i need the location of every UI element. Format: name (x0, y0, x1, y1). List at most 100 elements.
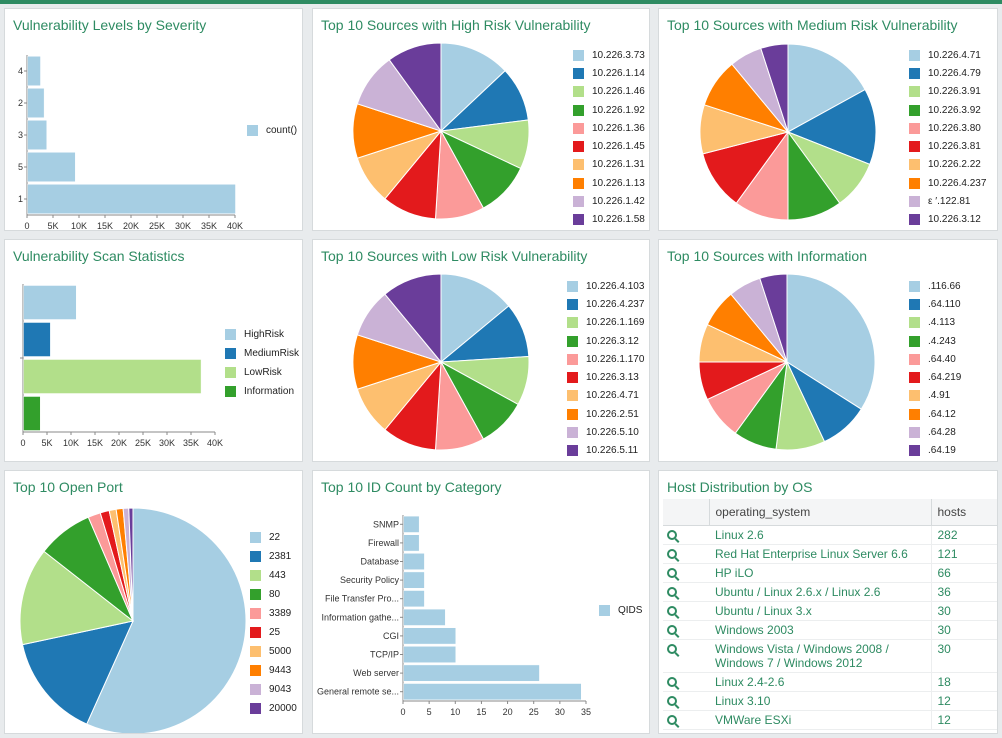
os-name-cell[interactable]: VMWare ESXi (709, 710, 931, 730)
legend-item[interactable]: 5000 (250, 642, 297, 661)
table-row[interactable]: Windows 2003 30 (663, 620, 997, 640)
legend-item[interactable]: .116.66 (909, 277, 961, 295)
legend-item[interactable]: 10.226.4.103 (567, 277, 644, 295)
legend-item[interactable]: HighRisk (225, 325, 299, 344)
column-header-hosts[interactable]: hosts (931, 499, 997, 526)
legend-item[interactable]: 10.226.1.31 (573, 156, 645, 174)
legend-item[interactable]: 20000 (250, 699, 297, 718)
legend-item[interactable]: ε ′.122.81 (909, 192, 986, 210)
table-row[interactable]: Linux 3.10 12 (663, 691, 997, 711)
host-count-cell[interactable]: 18 (930, 672, 997, 692)
row-search-cell[interactable] (663, 525, 709, 545)
bar-highrisk[interactable] (23, 285, 77, 320)
legend-item[interactable]: 10.226.3.12 (567, 332, 644, 350)
table-row[interactable]: Ubuntu / Linux 3.x 30 (663, 601, 997, 621)
legend-item[interactable]: 10.226.3.80 (909, 119, 986, 137)
table-row[interactable]: Windows Vista / Windows 2008 / Windows 7… (663, 639, 997, 673)
pie-slice-10-226-4-103[interactable] (440, 273, 510, 364)
bar-4[interactable] (27, 56, 41, 86)
table-row[interactable]: Red Hat Enterprise Linux Server 6.6 121 (663, 544, 997, 564)
row-search-cell[interactable] (663, 601, 709, 621)
magnifier-icon[interactable] (667, 643, 677, 654)
host-count-cell[interactable]: 30 (930, 601, 997, 621)
row-search-cell[interactable] (663, 639, 709, 673)
bar-snmp[interactable] (403, 515, 420, 533)
row-search-cell[interactable] (663, 710, 709, 730)
pie-slice-64-19[interactable] (759, 273, 788, 363)
legend-item[interactable]: 10.226.1.45 (573, 137, 645, 155)
pie-slice-10-226-1-58[interactable] (388, 42, 442, 133)
pie-slice-10-226-5-11[interactable] (384, 273, 442, 364)
row-search-cell[interactable] (663, 691, 709, 711)
legend-item[interactable]: 10.226.3.91 (909, 83, 986, 101)
bar-1[interactable] (27, 184, 236, 214)
legend-item[interactable]: .64.19 (909, 442, 961, 460)
os-name-cell[interactable]: Linux 3.10 (709, 691, 931, 711)
legend-item[interactable]: Information (225, 382, 299, 401)
host-count-cell[interactable]: 12 (930, 691, 997, 711)
pie-slice-10-226-4-71[interactable] (787, 43, 866, 133)
legend-item[interactable]: 10.226.4.71 (909, 46, 986, 64)
magnifier-icon[interactable] (667, 529, 677, 540)
legend-item[interactable]: 10.226.1.170 (567, 350, 644, 368)
os-name-cell[interactable]: Linux 2.6 (709, 525, 931, 545)
magnifier-icon[interactable] (667, 695, 677, 706)
legend-item[interactable]: QIDS (599, 603, 642, 617)
legend-item[interactable]: 10.226.4.237 (909, 174, 986, 192)
legend-item[interactable]: 10.226.3.13 (567, 368, 644, 386)
legend-item[interactable]: .64.110 (909, 295, 961, 313)
legend-item[interactable]: 10.226.2.51 (567, 405, 644, 423)
legend-item[interactable]: 10.226.3.12 (909, 211, 986, 229)
magnifier-icon[interactable] (667, 605, 677, 616)
bar-information-gathe[interactable] (403, 608, 446, 626)
legend-item[interactable]: 10.226.1.42 (573, 192, 645, 210)
os-name-cell[interactable]: HP iLO (709, 563, 931, 583)
table-row[interactable]: VMWare ESXi 12 (663, 710, 997, 730)
column-header-operating-system[interactable]: operating_system (709, 499, 932, 526)
legend-item[interactable]: .4.243 (909, 332, 961, 350)
legend-item[interactable]: .4.91 (909, 387, 961, 405)
host-count-cell[interactable]: 36 (930, 582, 997, 602)
row-search-cell[interactable] (663, 544, 709, 564)
os-name-cell[interactable]: Linux 2.4-2.6 (709, 672, 931, 692)
magnifier-icon[interactable] (667, 548, 677, 559)
legend-item[interactable]: 10.226.3.81 (909, 137, 986, 155)
bar-lowrisk[interactable] (23, 359, 202, 394)
bar-3[interactable] (27, 120, 47, 150)
row-search-cell[interactable] (663, 563, 709, 583)
legend-item[interactable]: 10.226.3.92 (909, 101, 986, 119)
host-count-cell[interactable]: 30 (930, 639, 997, 673)
legend-item[interactable]: 9043 (250, 680, 297, 699)
bar-file-transfer-pro[interactable] (403, 590, 425, 608)
legend-item[interactable]: 10.226.4.71 (567, 387, 644, 405)
host-count-cell[interactable]: 121 (930, 544, 997, 564)
legend-item[interactable]: .4.113 (909, 314, 961, 332)
row-search-cell[interactable] (663, 672, 709, 692)
legend-item[interactable]: MediumRisk (225, 344, 299, 363)
legend-item[interactable]: 10.226.1.169 (567, 314, 644, 332)
legend-item[interactable]: 2381 (250, 547, 297, 566)
legend-item[interactable]: 10.226.1.13 (573, 174, 645, 192)
legend-item[interactable]: 10.226.1.92 (573, 101, 645, 119)
row-search-cell[interactable] (663, 582, 709, 602)
pie-slice-10-226-3-73[interactable] (440, 42, 506, 133)
legend-item[interactable]: 10.226.4.79 (909, 64, 986, 82)
host-count-cell[interactable]: 66 (930, 563, 997, 583)
legend-item[interactable]: 10.226.5.11 (567, 442, 644, 460)
legend-item[interactable]: 443 (250, 566, 297, 585)
host-count-cell[interactable]: 30 (930, 620, 997, 640)
legend-item[interactable]: 22 (250, 528, 297, 547)
legend-item[interactable]: .64.28 (909, 423, 961, 441)
bar-tcp-ip[interactable] (403, 646, 457, 663)
legend-item[interactable]: 3389 (250, 604, 297, 623)
table-row[interactable]: HP iLO 66 (663, 563, 997, 583)
legend-item[interactable]: 80 (250, 585, 297, 604)
host-count-cell[interactable]: 12 (930, 710, 997, 730)
legend-item[interactable]: 10.226.1.58 (573, 211, 645, 229)
os-name-cell[interactable]: Ubuntu / Linux 3.x (709, 601, 931, 621)
pie-slice-443[interactable] (19, 550, 135, 646)
bar-firewall[interactable] (403, 534, 420, 552)
table-row[interactable]: Ubuntu / Linux 2.6.x / Linux 2.6 36 (663, 582, 997, 602)
legend-item[interactable]: 10.226.5.10 (567, 423, 644, 441)
os-name-cell[interactable]: Windows 2003 (709, 620, 931, 640)
